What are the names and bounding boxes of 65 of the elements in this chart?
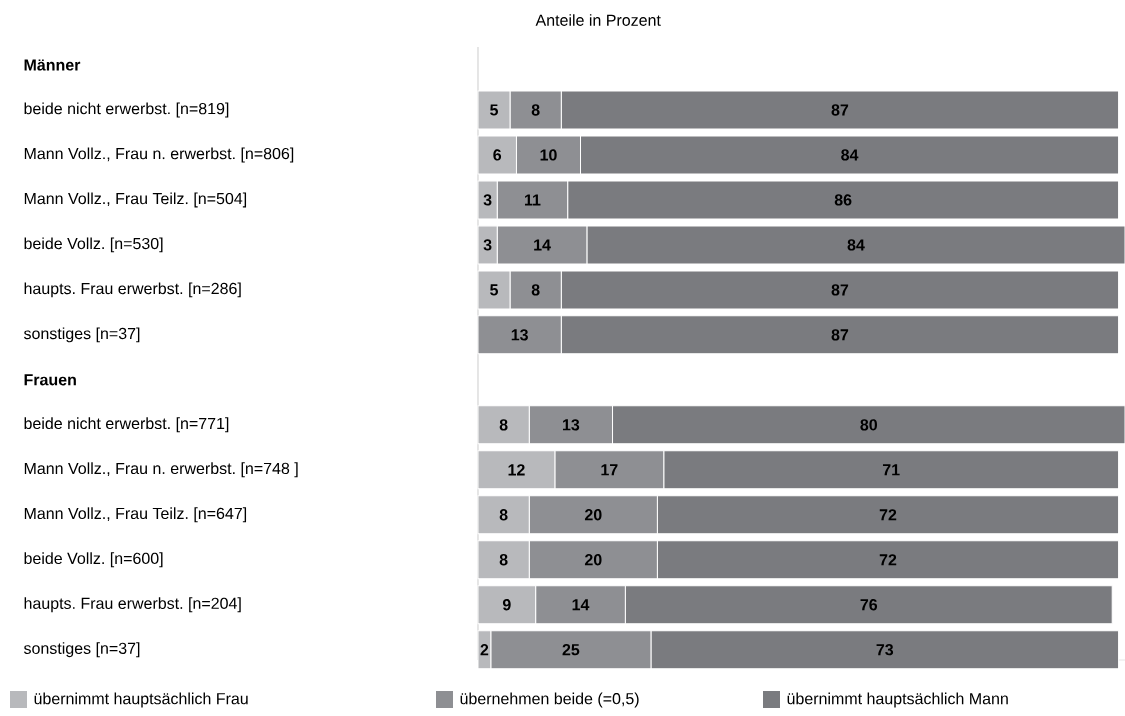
bar (663, 450, 1120, 490)
bar (656, 540, 1120, 580)
data-label: 20 (584, 509, 602, 521)
data-label: 8 (531, 284, 540, 296)
data-label: 25 (562, 644, 580, 656)
bar (560, 90, 1120, 130)
data-label: 13 (562, 419, 580, 431)
bar (586, 225, 1125, 265)
data-label: 76 (860, 599, 878, 611)
data-label: 84 (841, 149, 859, 161)
data-label: 6 (493, 149, 502, 161)
y-tick-label: sonstiges [n=37] (23, 642, 140, 658)
bar (567, 180, 1120, 220)
y-tick-label: beide nicht erwerbst. [n=819] (24, 102, 229, 118)
y-tick-label: beide Vollz. [n=530] (24, 237, 163, 253)
data-label: 14 (572, 599, 590, 611)
data-label: 87 (831, 329, 849, 341)
bar (656, 495, 1120, 535)
data-label: 20 (584, 554, 602, 566)
data-label: 87 (831, 284, 849, 296)
data-label: 14 (534, 239, 551, 251)
x-axis-title: Anteile in Prozent (535, 14, 661, 26)
data-label: 9 (502, 599, 511, 611)
legend-label: übernehmen beide (=0,5) (460, 692, 639, 708)
data-label: 2 (480, 644, 489, 656)
data-label: 10 (540, 149, 557, 161)
data-label: 5 (490, 104, 499, 116)
bar (650, 630, 1120, 670)
bar (580, 135, 1120, 175)
y-tick-label: sonstiges [n=37] (23, 327, 140, 343)
y-tick-label: Mann Vollz., Frau Teilz. [n=647] (24, 507, 247, 523)
data-label: 73 (876, 644, 894, 656)
data-label: 8 (499, 509, 508, 521)
bar (560, 270, 1120, 310)
bar (624, 585, 1113, 625)
data-label: 13 (511, 329, 528, 341)
y-tick-label: Frauen (24, 374, 76, 386)
y-tick-label: Mann Vollz., Frau n. erwerbst. [n=748 ] (24, 462, 298, 478)
y-tick-label: beide Vollz. [n=600] (24, 552, 163, 568)
y-tick-label: haupts. Frau erwerbst. [n=286] (24, 282, 241, 298)
data-label: 17 (601, 464, 618, 476)
data-label: 80 (860, 419, 877, 431)
y-tick-label: Mann Vollz., Frau Teilz. [n=504] (24, 192, 247, 208)
data-label: 3 (483, 239, 492, 251)
data-label: 72 (879, 509, 897, 521)
data-label: 84 (847, 239, 865, 251)
legend-label: übernimmt hauptsächlich Frau (34, 692, 248, 708)
bar (560, 315, 1120, 355)
y-tick-label: haupts. Frau erwerbst. [n=204] (24, 597, 241, 613)
data-label: 8 (499, 554, 508, 566)
data-label: 71 (882, 464, 900, 476)
legend-label: übernimmt hauptsächlich Mann (787, 692, 1008, 708)
data-label: 87 (831, 104, 849, 116)
y-tick-label: beide nicht erwerbst. [n=771] (24, 417, 229, 433)
data-label: 12 (508, 464, 525, 476)
data-label: 3 (483, 194, 492, 206)
data-label: 72 (879, 554, 897, 566)
data-label: 5 (490, 284, 499, 296)
data-label: 8 (499, 419, 508, 431)
y-tick-label: Männer (24, 59, 81, 71)
data-label: 86 (834, 194, 852, 206)
bar (612, 405, 1125, 445)
data-label: 8 (531, 104, 540, 116)
data-label: 11 (525, 194, 541, 206)
y-tick-label: Mann Vollz., Frau n. erwerbst. [n=806] (24, 147, 294, 163)
